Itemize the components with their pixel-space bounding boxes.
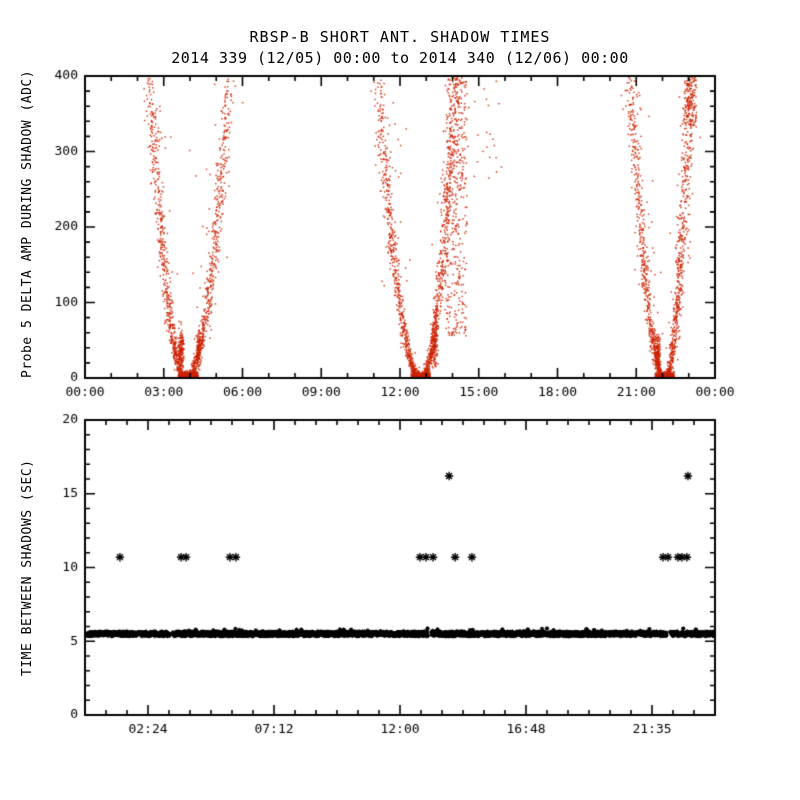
chart-title: RBSP-B SHORT ANT. SHADOW TIMES xyxy=(249,28,551,46)
chart-subtitle: 2014 339 (12/05) 00:00 to 2014 340 (12/0… xyxy=(171,49,629,67)
bottom-y-axis-label: TIME BETWEEN SHADOWS (SEC) xyxy=(20,459,35,676)
top-y-axis-label: Probe 5 DELTA AMP DURING SHADOW (ADC) xyxy=(20,69,35,378)
